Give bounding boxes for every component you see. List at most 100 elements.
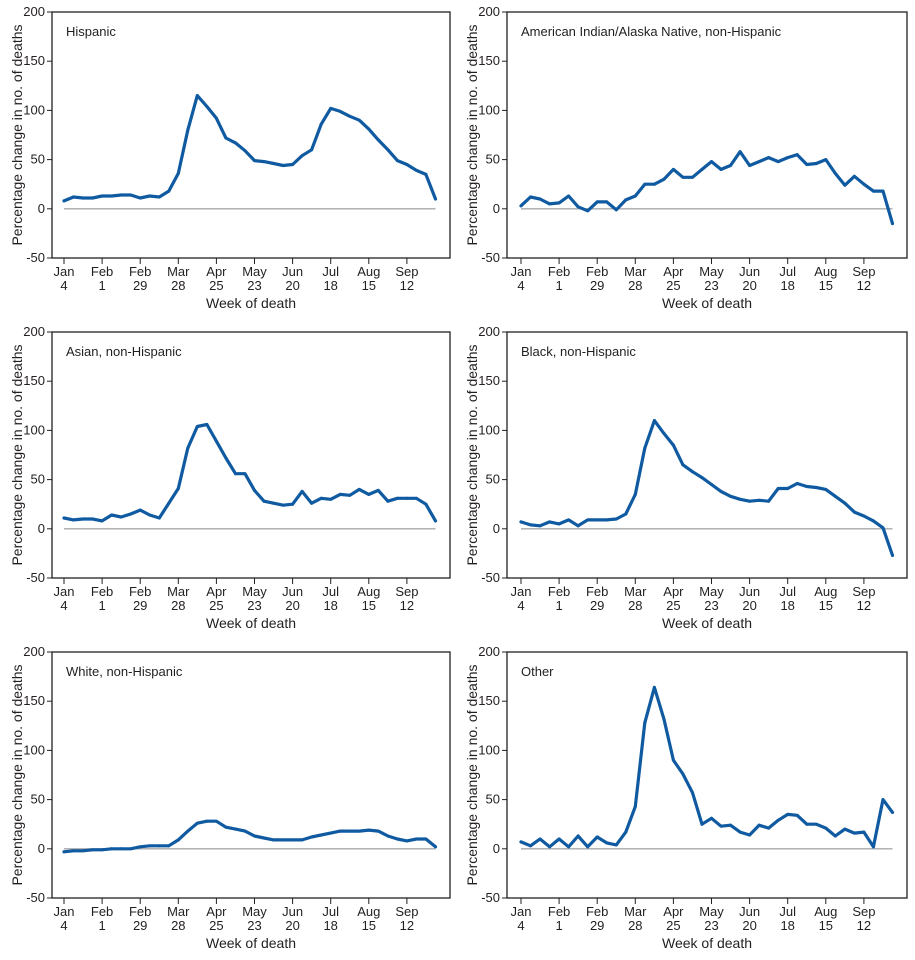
x-tick-day: 4 — [517, 278, 524, 293]
x-tick-month: Jul — [779, 584, 796, 599]
y-tick-label: 50 — [31, 792, 45, 807]
data-point — [329, 497, 333, 501]
x-tick-day: 15 — [362, 598, 376, 613]
data-point — [729, 164, 733, 168]
y-axis-title: Percentage change in no. of deaths — [464, 664, 480, 885]
x-tick-month: Apr — [663, 264, 684, 279]
data-point — [748, 833, 752, 837]
y-tick-label: 100 — [23, 422, 45, 437]
x-tick-month: Jan — [511, 584, 532, 599]
x-axis-title: Week of death — [662, 615, 752, 631]
x-tick-day: 23 — [247, 278, 261, 293]
data-point — [291, 838, 295, 842]
data-point — [681, 175, 685, 179]
data-point — [548, 202, 552, 206]
data-point — [272, 162, 276, 166]
data-point — [405, 163, 409, 167]
x-tick-month: Jan — [54, 904, 75, 919]
data-point — [614, 208, 618, 212]
x-tick-month: Jan — [54, 584, 75, 599]
x-tick-month: May — [242, 264, 267, 279]
data-point — [671, 167, 675, 171]
data-point — [843, 183, 847, 187]
y-tick-label: 50 — [31, 152, 45, 167]
y-tick-label: -50 — [481, 250, 500, 265]
x-tick-day: 12 — [857, 918, 871, 933]
x-tick-month: Feb — [91, 264, 113, 279]
data-point — [890, 810, 894, 814]
data-point — [824, 158, 828, 162]
data-point — [310, 148, 314, 152]
data-point — [557, 522, 561, 526]
x-tick-month: Mar — [167, 584, 190, 599]
data-point — [319, 122, 323, 126]
x-tick-month: Feb — [129, 264, 151, 279]
data-point — [272, 501, 276, 505]
data-point — [148, 513, 152, 517]
data-point — [186, 829, 190, 833]
x-tick-day: 28 — [171, 918, 185, 933]
x-tick-month: Jul — [779, 264, 796, 279]
data-point — [538, 837, 542, 841]
data-point — [576, 834, 580, 838]
data-point — [690, 175, 694, 179]
data-point — [710, 160, 713, 164]
panel-title: American Indian/Alaska Native, non-Hispa… — [521, 24, 782, 39]
data-point — [100, 519, 104, 523]
plot-frame — [506, 11, 908, 259]
x-tick-month: Apr — [206, 264, 227, 279]
y-tick-label: -50 — [26, 250, 45, 265]
y-tick-label: 200 — [23, 324, 45, 339]
x-tick-day: 4 — [60, 598, 67, 613]
data-point — [871, 519, 875, 523]
data-point — [157, 516, 161, 520]
y-tick-label: 50 — [31, 472, 45, 487]
data-point — [186, 446, 190, 450]
data-point — [338, 492, 342, 496]
x-tick-month: May — [242, 904, 267, 919]
data-point — [395, 837, 399, 841]
x-axis-title: Week of death — [662, 295, 752, 311]
data-point — [757, 160, 761, 164]
data-point — [662, 177, 666, 181]
data-point — [233, 141, 237, 145]
data-point — [433, 519, 437, 523]
data-point — [643, 446, 647, 450]
x-tick-day: 18 — [323, 278, 337, 293]
data-point — [548, 845, 552, 849]
data-point — [300, 489, 304, 493]
x-tick-month: May — [242, 584, 267, 599]
data-point — [786, 156, 790, 160]
data-point — [776, 818, 780, 822]
x-tick-month: Jul — [322, 264, 339, 279]
data-point — [319, 496, 323, 500]
x-tick-month: Apr — [663, 904, 684, 919]
data-point — [129, 512, 133, 516]
data-point — [72, 195, 76, 199]
data-point — [576, 205, 580, 209]
data-point — [548, 520, 552, 524]
data-point — [852, 831, 856, 835]
data-point — [262, 499, 266, 503]
data-point — [662, 431, 666, 435]
data-point — [538, 524, 542, 528]
data-point — [300, 838, 304, 842]
data-point — [567, 194, 571, 198]
series-line — [62, 422, 438, 523]
data-point — [814, 162, 818, 166]
data-point — [214, 116, 218, 120]
data-point — [138, 508, 142, 512]
plot-frame — [506, 331, 908, 579]
data-point — [281, 164, 285, 168]
y-tick-label: 200 — [23, 4, 45, 19]
data-point — [262, 836, 266, 840]
x-tick-month: Feb — [129, 904, 151, 919]
y-tick-label: -50 — [481, 570, 500, 585]
data-point — [395, 496, 399, 500]
data-point — [433, 845, 437, 849]
data-point — [833, 171, 837, 175]
data-point — [652, 685, 656, 689]
data-point — [586, 209, 590, 213]
data-point — [414, 837, 418, 841]
